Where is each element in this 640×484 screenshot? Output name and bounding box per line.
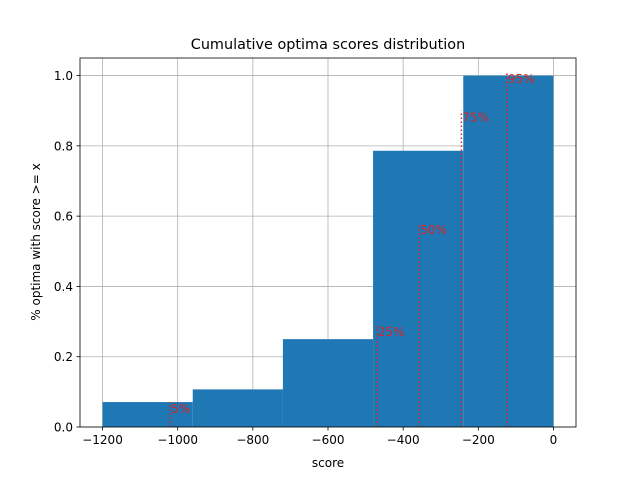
y-tick-label: 0.0 bbox=[54, 421, 73, 435]
x-tick-label: −400 bbox=[387, 433, 420, 447]
ticks-layer: −1200 −1000 −800 −600 −400 −200 0 0.0 0.2 0.4 0.6 0… bbox=[54, 69, 557, 447]
percentile-layer: 5% 25% 50% 75% 95% bbox=[169, 72, 535, 427]
percentile-label: 50% bbox=[420, 223, 447, 237]
y-axis-label: % optima with score >= x bbox=[29, 163, 43, 320]
y-tick-label: 0.4 bbox=[54, 280, 73, 294]
x-tick-label: −200 bbox=[462, 433, 495, 447]
y-tick-label: 1.0 bbox=[54, 69, 73, 83]
y-tick-label: 0.2 bbox=[54, 350, 73, 364]
x-axis-label: score bbox=[312, 456, 344, 470]
percentile-label: 25% bbox=[378, 325, 405, 339]
percentile-label: 5% bbox=[171, 402, 190, 416]
histogram-bar bbox=[282, 339, 374, 427]
x-tick-label: −1000 bbox=[157, 433, 198, 447]
x-tick-label: −800 bbox=[236, 433, 269, 447]
x-tick-label: −600 bbox=[312, 433, 345, 447]
y-tick-label: 0.6 bbox=[54, 210, 73, 224]
percentile-label: 95% bbox=[508, 72, 535, 86]
histogram-bar bbox=[102, 402, 193, 427]
x-tick-label: 0 bbox=[550, 433, 558, 447]
histogram-bar bbox=[463, 75, 554, 428]
y-tick-label: 0.8 bbox=[54, 139, 73, 153]
chart-title: Cumulative optima scores distribution bbox=[191, 37, 465, 53]
histogram-bar bbox=[192, 389, 283, 427]
x-tick-label: −1200 bbox=[82, 433, 123, 447]
percentile-label: 75% bbox=[462, 111, 489, 125]
bars-layer bbox=[102, 75, 554, 428]
histogram-bar bbox=[373, 150, 464, 427]
